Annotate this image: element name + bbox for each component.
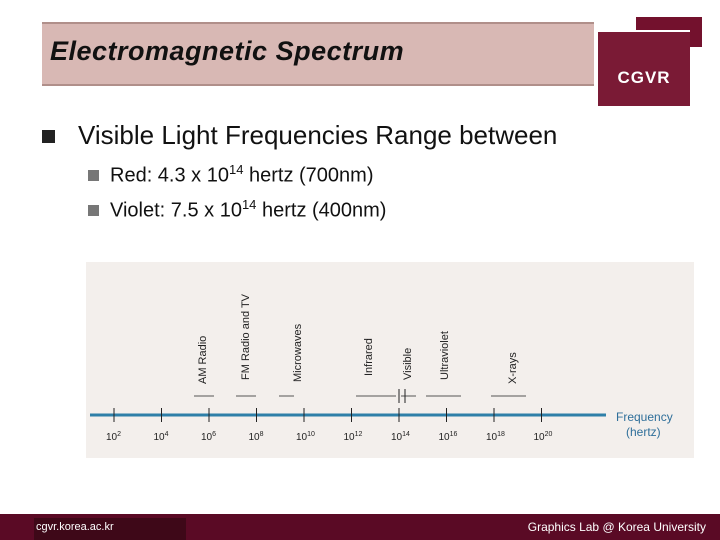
tick-label: 1016 [439, 431, 458, 443]
logo-text: CGVR [617, 68, 671, 87]
spectrum-diagram: AM Radio FM Radio and TV Microwaves Infrare… [90, 293, 673, 443]
tick-label: 1014 [391, 431, 410, 443]
title-bar: Electromagnetic Spectrum [42, 22, 594, 86]
sub-bullet-text: Violet: 7.5 x 1014 hertz (400nm) [110, 197, 386, 223]
red-unit: hertz (700nm) [243, 164, 374, 187]
band-label: AM Radio [197, 336, 209, 384]
red-value: Red: 4.3 x 10 [110, 164, 229, 187]
footer-url: cgvr.korea.ac.kr [34, 518, 186, 540]
band-label: Visible [402, 348, 414, 380]
tick-label: 102 [106, 431, 121, 443]
axis-label-unit: (hertz) [626, 425, 661, 439]
tick-label: 1018 [486, 431, 505, 443]
bullet-square-icon [88, 205, 99, 216]
band-label: X-rays [507, 352, 519, 384]
violet-unit: hertz (400nm) [256, 199, 387, 222]
tick-label: 1010 [296, 431, 315, 443]
sub-bullet-text: Red: 4.3 x 1014 hertz (700nm) [110, 162, 374, 188]
tick-label: 1012 [344, 431, 363, 443]
tick-label: 104 [154, 431, 169, 443]
axis-label-frequency: Frequency [616, 410, 673, 424]
tick-label: 106 [201, 431, 216, 443]
violet-exponent: 14 [241, 197, 257, 212]
band-label: Infrared [363, 338, 375, 376]
red-exponent: 14 [228, 162, 244, 177]
footer-credit: Graphics Lab @ Korea University [527, 520, 706, 534]
tick-label: 1020 [534, 431, 553, 443]
main-bullet-text: Visible Light Frequencies Range between [78, 120, 558, 150]
violet-value: Violet: 7.5 x 10 [110, 199, 242, 222]
bullet-square-icon [88, 170, 99, 181]
band-label: Ultraviolet [439, 331, 451, 380]
logo: CGVR [596, 30, 690, 106]
band-label: Microwaves [292, 323, 304, 382]
spectrum-figure: AM Radio FM Radio and TV Microwaves Infrare… [86, 262, 694, 458]
tick-label: 108 [249, 431, 264, 443]
bullet-square-icon [42, 130, 55, 143]
slide-title: Electromagnetic Spectrum [50, 36, 405, 66]
band-label: FM Radio and TV [240, 293, 252, 380]
